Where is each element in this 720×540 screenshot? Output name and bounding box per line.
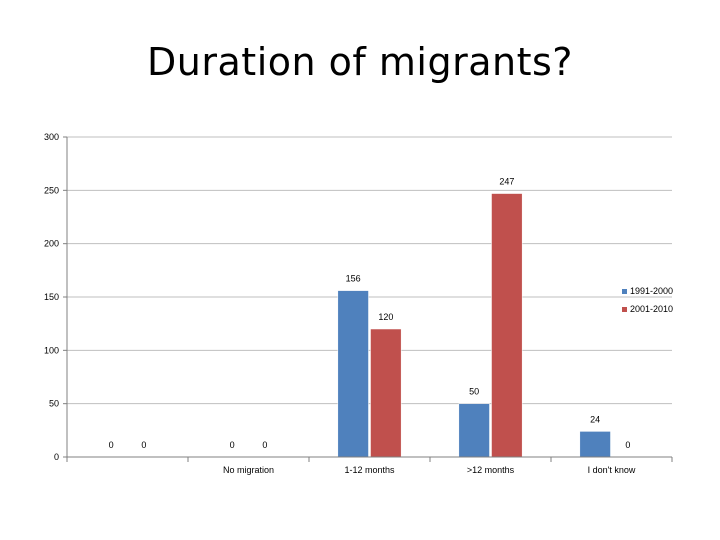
x-tick-label: 1-12 months: [344, 465, 395, 475]
y-tick-label: 300: [44, 132, 59, 142]
bar: [370, 328, 402, 458]
chart-title: Duration of migrants?: [147, 40, 573, 84]
data-label: 24: [590, 414, 600, 424]
x-tick-label: >12 months: [467, 465, 515, 475]
data-label: 50: [469, 387, 479, 397]
y-tick-label: 150: [44, 292, 59, 302]
y-axis-ticks: 0 50 100 150 200 250 300: [44, 132, 68, 462]
legend-label: 1991-2000: [630, 286, 673, 296]
legend: 1991-2000 2001-2010: [622, 286, 673, 314]
data-label: 120: [378, 312, 393, 322]
bar: [491, 193, 523, 458]
x-tick-label: No migration: [223, 465, 274, 475]
y-tick-label: 250: [44, 185, 59, 195]
legend-label: 2001-2010: [630, 304, 673, 314]
data-labels: 0 0 0 0 156 120 50 247 24 0: [109, 177, 631, 450]
x-tick-label: I don't know: [588, 465, 636, 475]
data-label: 0: [230, 440, 235, 450]
gridlines: [67, 136, 672, 458]
legend-swatch: [622, 307, 627, 312]
data-label: 0: [109, 440, 114, 450]
y-tick-label: 100: [44, 345, 59, 355]
bar: [337, 290, 369, 458]
data-label: 156: [346, 274, 361, 284]
y-tick-label: 0: [54, 452, 59, 462]
legend-swatch: [622, 289, 627, 294]
y-tick-label: 200: [44, 239, 59, 249]
bar: [458, 403, 490, 458]
x-axis-ticks: No migration 1-12 months >12 months I don't…: [66, 456, 673, 475]
y-tick-label: 50: [49, 399, 59, 409]
data-label: 0: [262, 440, 267, 450]
bar: [579, 431, 611, 458]
bars: [337, 193, 611, 458]
data-label: 0: [625, 440, 630, 450]
data-label: 247: [499, 177, 514, 187]
data-label: 0: [141, 440, 146, 450]
